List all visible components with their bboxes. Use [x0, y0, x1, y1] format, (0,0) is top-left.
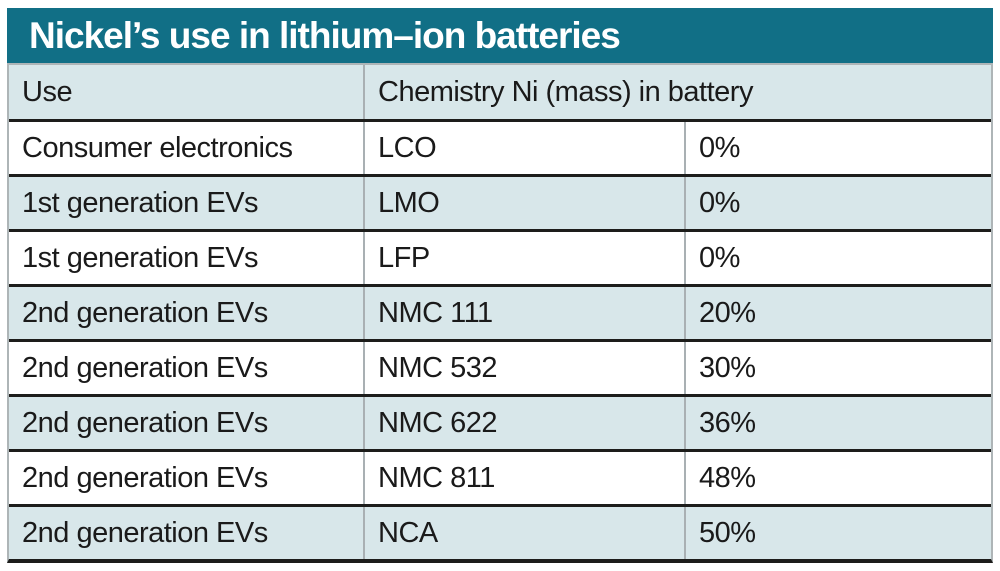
ni-mass-cell: 0% — [699, 131, 740, 164]
header-use: Use — [9, 65, 365, 119]
table-row: Consumer electronics LCO 0% — [9, 119, 991, 174]
use-cell: 1st generation EVs — [9, 177, 365, 229]
use-cell: 2nd generation EVs — [9, 452, 365, 504]
table-row: 2nd generation EVs NMC 811 48% — [9, 449, 991, 504]
chemistry-cell: NMC 622 — [365, 397, 686, 449]
ni-mass-cell: 0% — [699, 241, 740, 274]
table-body: Consumer electronics LCO 0% 1st generati… — [9, 119, 991, 559]
ni-mass-cell: 36% — [699, 406, 756, 439]
chemistry-cell: LMO — [365, 177, 686, 229]
table-title: Nickel’s use in lithium–ion batteries — [29, 14, 621, 56]
use-cell: 1st generation EVs — [9, 232, 365, 284]
chemistry-cell: NMC 111 — [365, 287, 686, 339]
table-row: 2nd generation EVs NMC 622 36% — [9, 394, 991, 449]
table-row: 1st generation EVs LMO 0% — [9, 174, 991, 229]
table-row: 2nd generation EVs NMC 111 20% — [9, 284, 991, 339]
use-cell: Consumer electronics — [9, 122, 365, 174]
battery-data-table: Use Chemistry Ni (mass) in battery Consu… — [7, 63, 993, 563]
nickel-battery-table: Nickel’s use in lithium–ion batteries Us… — [7, 8, 993, 563]
chemistry-cell: LCO — [365, 122, 686, 174]
ni-mass-cell: 50% — [699, 516, 756, 549]
use-cell: 2nd generation EVs — [9, 507, 365, 559]
table-row: 2nd generation EVs NMC 532 30% — [9, 339, 991, 394]
ni-mass-cell: 30% — [699, 351, 756, 384]
ni-mass-cell: 0% — [699, 186, 740, 219]
chemistry-cell: NCA — [365, 507, 686, 559]
table-header-row: Use Chemistry Ni (mass) in battery — [9, 65, 991, 119]
header-chemistry-ni-mass: Chemistry Ni (mass) in battery — [378, 75, 753, 108]
ni-mass-cell: 48% — [699, 461, 756, 494]
table-row: 1st generation EVs LFP 0% — [9, 229, 991, 284]
table-row: 2nd generation EVs NCA 50% — [9, 504, 991, 559]
chemistry-cell: NMC 532 — [365, 342, 686, 394]
chemistry-cell: NMC 811 — [365, 452, 686, 504]
use-cell: 2nd generation EVs — [9, 397, 365, 449]
table-title-bar: Nickel’s use in lithium–ion batteries — [7, 8, 993, 63]
ni-mass-cell: 20% — [699, 296, 756, 329]
use-cell: 2nd generation EVs — [9, 287, 365, 339]
chemistry-cell: LFP — [365, 232, 686, 284]
use-cell: 2nd generation EVs — [9, 342, 365, 394]
